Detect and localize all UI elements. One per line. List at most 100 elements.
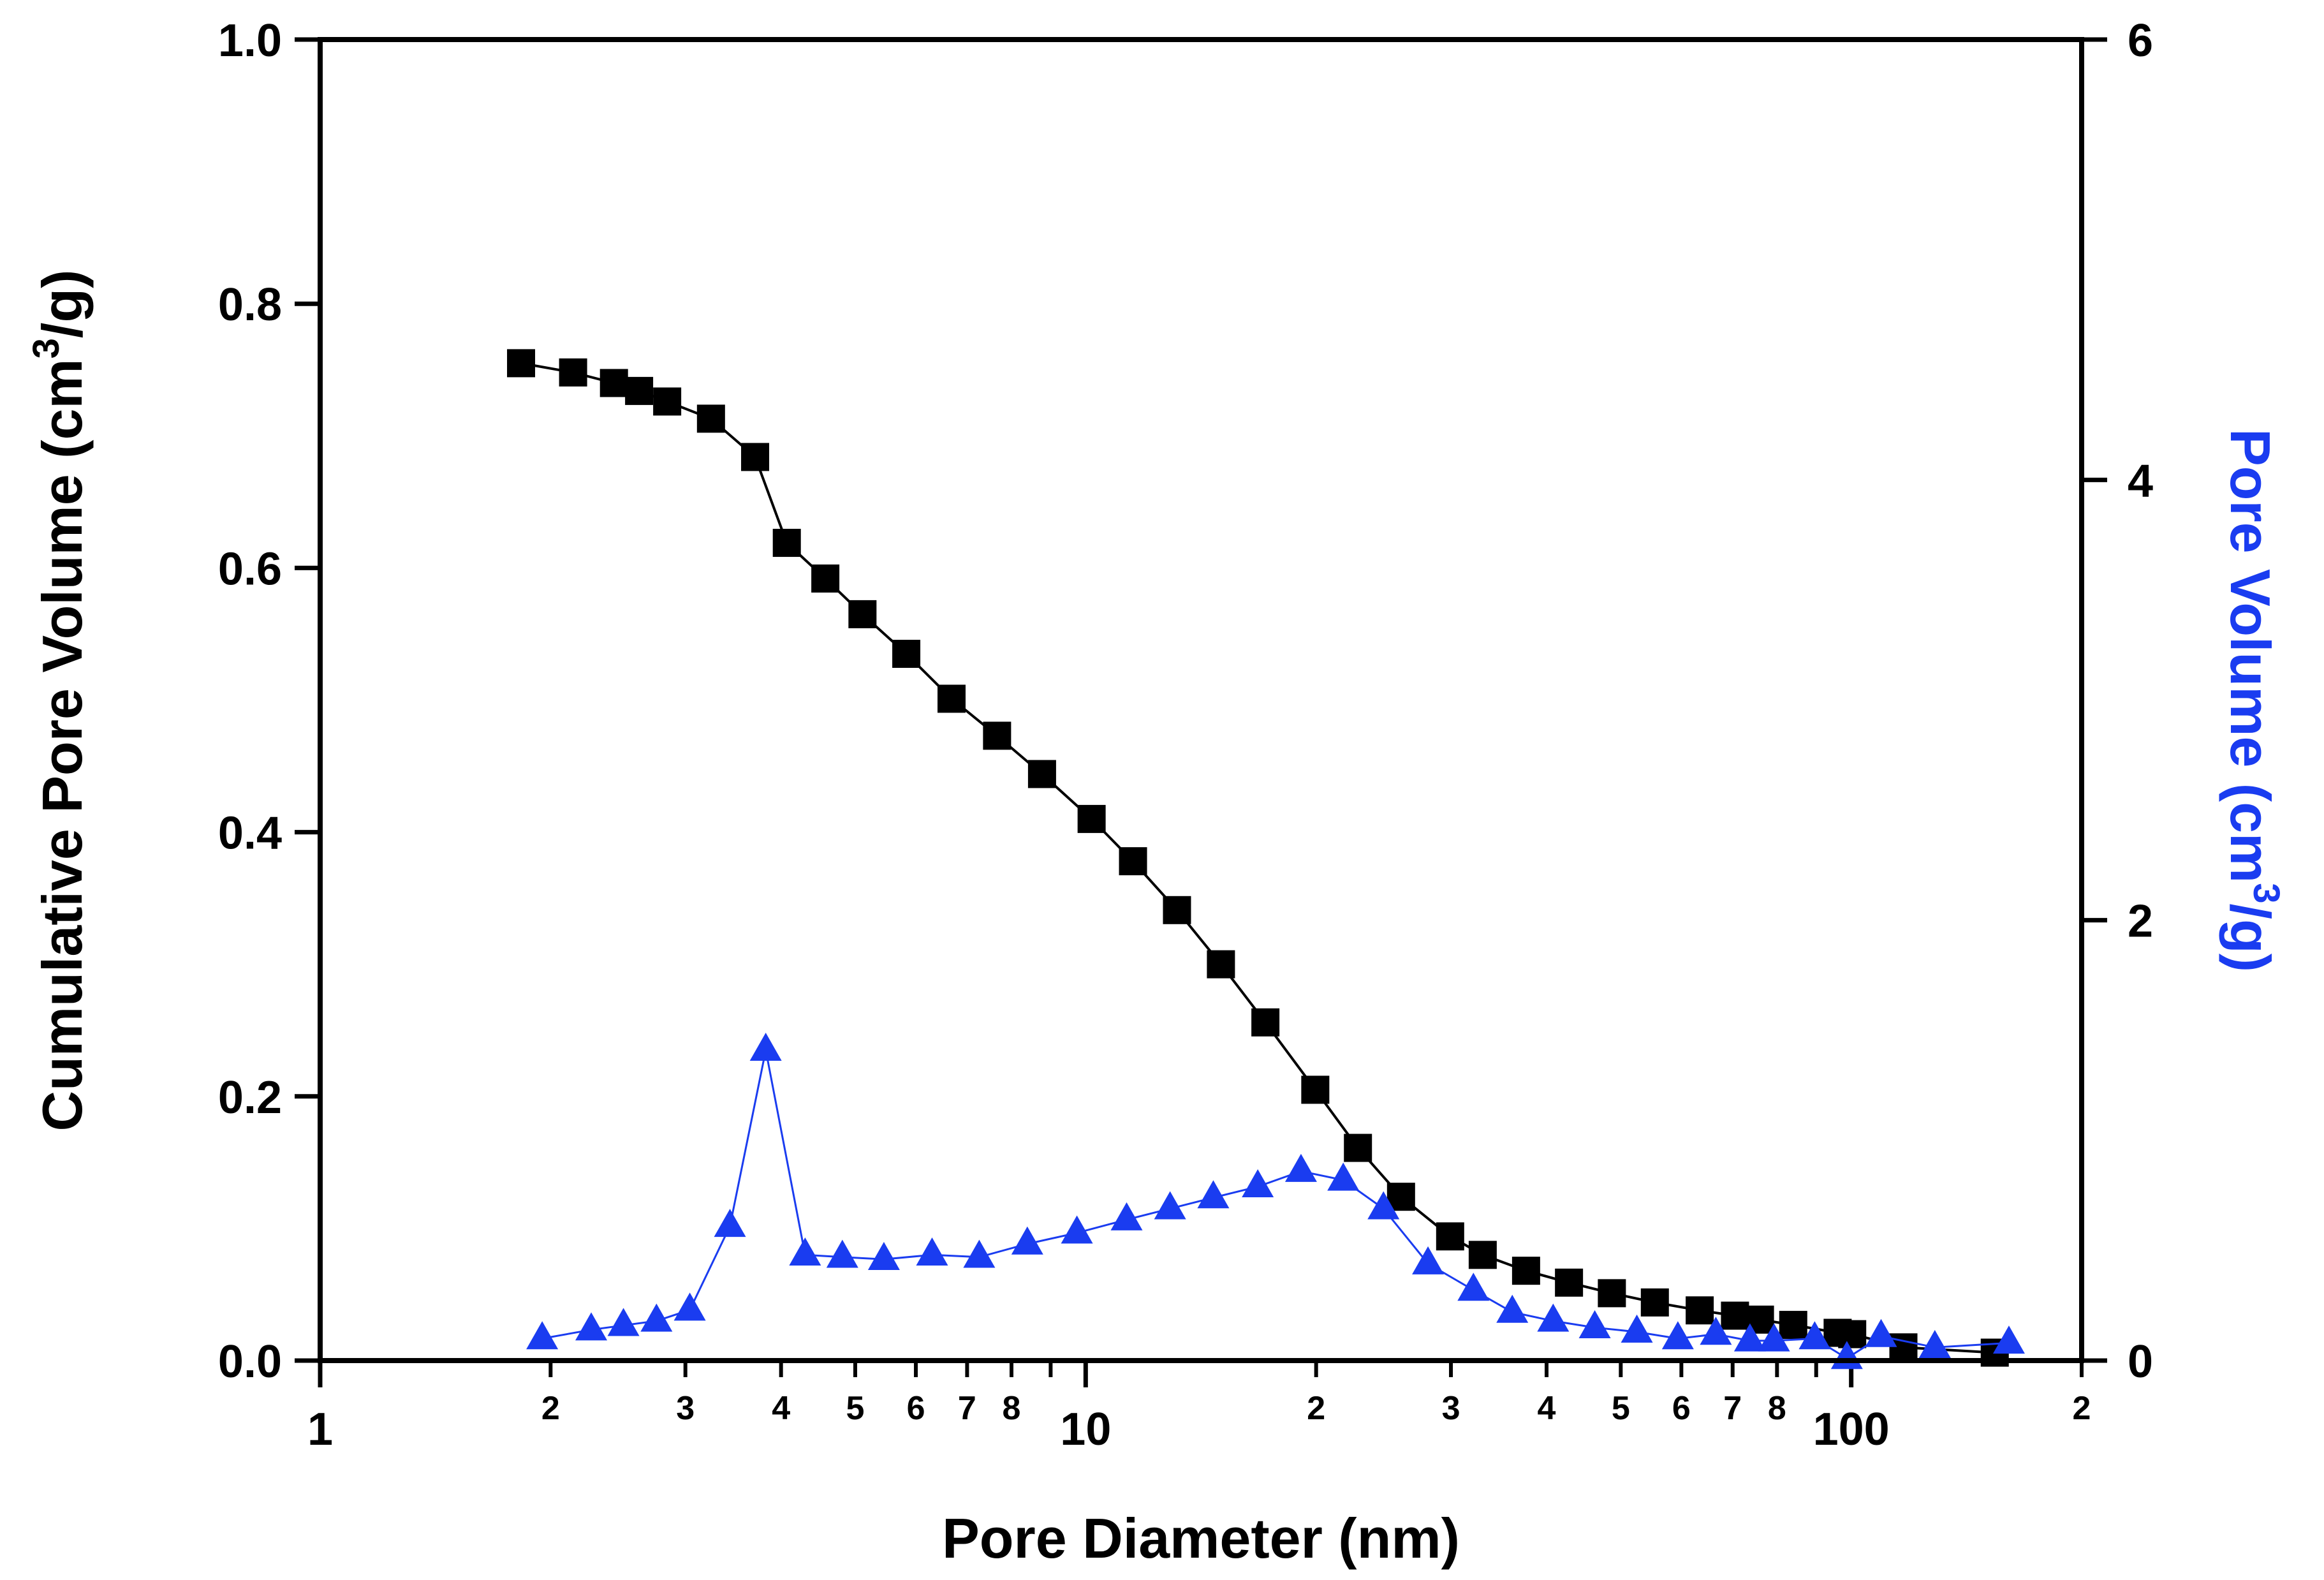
cumulative-point xyxy=(1207,950,1235,978)
x-minor-tick-label: 6 xyxy=(907,1390,925,1427)
cumulative-point xyxy=(1838,1320,1867,1348)
pore-volume-point xyxy=(1457,1273,1490,1301)
y-right-tick-label: 4 xyxy=(2128,455,2153,506)
x-minor-tick-label: 3 xyxy=(676,1390,695,1427)
cumulative-point xyxy=(559,358,587,387)
cumulative-point xyxy=(1889,1333,1918,1362)
cumulative-point xyxy=(811,564,840,593)
pore-volume-point xyxy=(1733,1323,1766,1352)
cumulative-point xyxy=(1301,1075,1330,1104)
cumulative-point xyxy=(1640,1288,1669,1317)
x-minor-tick-label: 4 xyxy=(1538,1390,1556,1427)
x-minor-tick-label: 5 xyxy=(846,1390,865,1427)
y-left-tick-label: 0.8 xyxy=(218,279,282,330)
x-minor-tick-label: 6 xyxy=(1672,1390,1691,1427)
pore-volume-point xyxy=(640,1303,673,1332)
x-minor-tick-label: 3 xyxy=(1442,1390,1460,1427)
pore-volume-point xyxy=(1537,1303,1570,1332)
pore-volume-point xyxy=(1011,1226,1043,1255)
pore-volume-point xyxy=(1798,1321,1831,1350)
cumulative-point xyxy=(1436,1222,1464,1251)
pore-volume-point xyxy=(1578,1310,1611,1338)
y-right-title-superscript: 3 xyxy=(2246,883,2287,903)
y-right-axis-title: Pore Volume (cm3/g) xyxy=(2219,429,2287,972)
cumulative-point xyxy=(1163,896,1191,924)
x-tick-label: 10 xyxy=(1060,1404,1111,1455)
x-minor-tick-label: 8 xyxy=(1003,1390,1021,1427)
x-minor-tick-label: 4 xyxy=(772,1390,790,1427)
plot-frame xyxy=(318,37,2084,1363)
x-minor-tick-label: 2 xyxy=(2073,1390,2091,1427)
pore-volume-point xyxy=(1865,1318,1897,1347)
x-axis-title: Pore Diameter (nm) xyxy=(942,1507,1460,1570)
cumulative-point xyxy=(696,404,725,433)
cumulative-point xyxy=(848,600,877,628)
pore-volume-point xyxy=(867,1241,900,1270)
pore-volume-point xyxy=(1284,1153,1317,1182)
cumulative-point xyxy=(1598,1279,1626,1308)
x-tick-label: 100 xyxy=(1813,1404,1890,1455)
cumulative-point xyxy=(772,529,801,557)
pore-volume-point xyxy=(607,1308,640,1336)
x-minor-tick-label: 2 xyxy=(541,1390,560,1427)
pore-volume-point xyxy=(1061,1215,1093,1244)
y-left-tick-label: 0.2 xyxy=(218,1072,282,1123)
pore-volume-point xyxy=(1242,1169,1274,1198)
pore-volume-point xyxy=(1496,1294,1529,1323)
cumulative-point xyxy=(1077,804,1106,833)
cumulative-point xyxy=(983,721,1011,750)
pore-volume-point xyxy=(1758,1323,1790,1352)
cumulative-point xyxy=(1555,1268,1584,1297)
cumulative-point xyxy=(1779,1311,1807,1340)
y-left-axis-title: Cumulative Pore Volume (cm3/g) xyxy=(26,270,94,1132)
cumulative-point xyxy=(1251,1008,1280,1037)
cumulative-point xyxy=(1721,1301,1749,1330)
cumulative-point xyxy=(1027,760,1056,788)
pore-volume-point xyxy=(673,1292,706,1321)
pore-volume-point xyxy=(1327,1162,1360,1191)
cumulative-point xyxy=(892,640,921,668)
y-left-tick-label: 1.0 xyxy=(218,15,282,66)
cumulative-point xyxy=(599,369,628,397)
y-left-title-superscript: 3 xyxy=(26,338,67,358)
x-minor-tick-label: 7 xyxy=(1723,1390,1742,1427)
cumulative-point xyxy=(1511,1257,1540,1285)
x-minor-tick-label: 2 xyxy=(1307,1390,1325,1427)
x-tick-label: 1 xyxy=(307,1404,333,1455)
y-right-tick-label: 0 xyxy=(2128,1336,2153,1387)
pore-volume-point xyxy=(526,1321,559,1350)
pore-volume-point xyxy=(1367,1191,1400,1220)
pore-volume-point xyxy=(916,1237,948,1266)
pore-volume-point xyxy=(1154,1191,1186,1220)
cumulative-point xyxy=(938,684,966,713)
y-left-tick-label: 0.4 xyxy=(218,808,282,859)
cumulative-point xyxy=(1119,847,1147,876)
pore-volume-point xyxy=(1918,1330,1951,1359)
series-layer xyxy=(507,349,2025,1370)
pore-volume-point xyxy=(1197,1180,1230,1209)
pore-volume-point xyxy=(1992,1325,2025,1354)
pore-volume-point xyxy=(963,1239,996,1268)
cumulative-point xyxy=(1468,1241,1497,1269)
cumulative-point xyxy=(507,349,536,378)
cumulative-point xyxy=(1344,1133,1372,1162)
pore-volume-point xyxy=(749,1033,782,1061)
y-left-tick-label: 0.6 xyxy=(218,543,282,594)
y-left-tick-label: 0.0 xyxy=(218,1336,282,1387)
cumulative-series-line xyxy=(520,362,1995,1354)
cumulative-point xyxy=(625,376,654,405)
pore-volume-point xyxy=(575,1312,608,1341)
pore-volume-point xyxy=(1110,1202,1143,1230)
x-minor-tick-label: 5 xyxy=(1612,1390,1630,1427)
y-right-tick-label: 2 xyxy=(2128,896,2153,947)
cumulative-point xyxy=(653,387,682,416)
pore-volume-point xyxy=(1412,1246,1445,1274)
y-right-tick-label: 6 xyxy=(2128,15,2153,66)
cumulative-point xyxy=(741,443,770,471)
cumulative-point xyxy=(1686,1296,1714,1325)
pore-volume-point xyxy=(826,1239,858,1268)
pore-volume-point xyxy=(1661,1321,1694,1350)
pore-volume-point xyxy=(1700,1317,1732,1345)
